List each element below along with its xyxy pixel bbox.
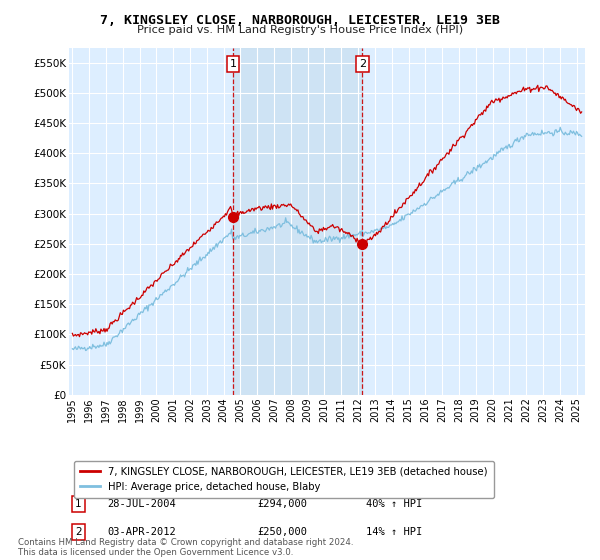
Text: 2: 2 [75,527,82,537]
Text: Price paid vs. HM Land Registry's House Price Index (HPI): Price paid vs. HM Land Registry's House … [137,25,463,35]
Bar [233,48,362,395]
Text: 1: 1 [75,499,82,509]
Text: 2: 2 [359,59,366,69]
Text: 40% ↑ HPI: 40% ↑ HPI [366,499,422,509]
Text: £294,000: £294,000 [257,499,307,509]
Text: 28-JUL-2004: 28-JUL-2004 [108,499,176,509]
Text: Contains HM Land Registry data © Crown copyright and database right 2024.
This d: Contains HM Land Registry data © Crown c… [18,538,353,557]
Text: 7, KINGSLEY CLOSE, NARBOROUGH, LEICESTER, LE19 3EB: 7, KINGSLEY CLOSE, NARBOROUGH, LEICESTER… [100,14,500,27]
Text: £250,000: £250,000 [257,527,307,537]
Text: 1: 1 [230,59,237,69]
Text: 14% ↑ HPI: 14% ↑ HPI [366,527,422,537]
Legend: 7, KINGSLEY CLOSE, NARBOROUGH, LEICESTER, LE19 3EB (detached house), HPI: Averag: 7, KINGSLEY CLOSE, NARBOROUGH, LEICESTER… [74,460,493,498]
Text: 03-APR-2012: 03-APR-2012 [108,527,176,537]
